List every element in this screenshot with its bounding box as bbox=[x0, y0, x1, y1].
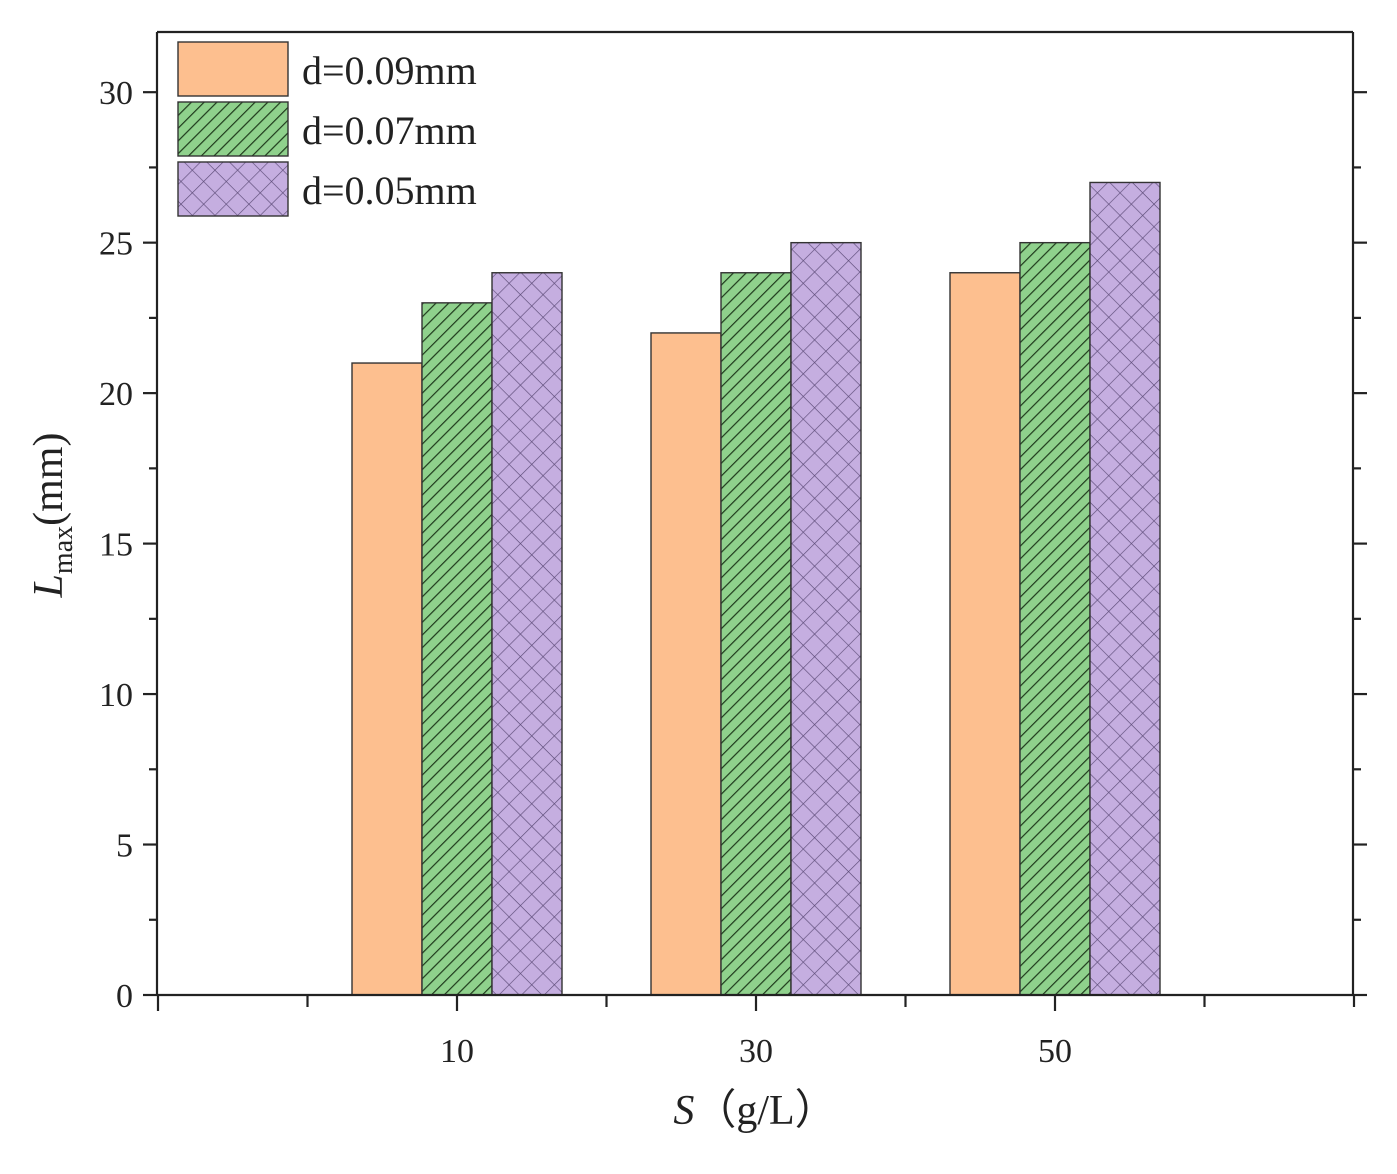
y-axis-label-symbol: L bbox=[26, 574, 72, 598]
y-tick-label: 5 bbox=[116, 828, 133, 865]
y-tick-label: 15 bbox=[99, 527, 133, 564]
x-tick-label: 50 bbox=[1038, 1033, 1072, 1070]
legend-swatch-d=0.05mm bbox=[177, 161, 289, 217]
legend: d=0.09mm d=0.07mm d=0.05mm bbox=[177, 41, 477, 217]
y-axis-label-subscript: max bbox=[48, 526, 79, 574]
bar-d=0.05mm-10 bbox=[491, 272, 563, 996]
y-tick-label: 30 bbox=[99, 75, 133, 112]
x-tick-label: 10 bbox=[440, 1033, 474, 1070]
y-tick-label: 20 bbox=[99, 376, 133, 413]
y-tick-label: 10 bbox=[99, 677, 133, 714]
y-axis-label: Lmax(mm) bbox=[26, 433, 79, 599]
bar-d=0.07mm-10 bbox=[421, 302, 493, 996]
bars-layer bbox=[351, 181, 1161, 996]
y-tick-label: 25 bbox=[99, 226, 133, 263]
bar-d=0.09mm-50 bbox=[949, 272, 1021, 996]
legend-label: d=0.09mm bbox=[302, 48, 477, 93]
legend-swatch-d=0.07mm bbox=[177, 101, 289, 157]
bar-d=0.07mm-50 bbox=[1019, 241, 1091, 996]
x-tick-label: 30 bbox=[739, 1033, 773, 1070]
bar-d=0.09mm-10 bbox=[351, 362, 423, 996]
legend-swatch-d=0.09mm bbox=[177, 41, 289, 97]
bar-d=0.05mm-30 bbox=[790, 241, 862, 996]
axes-layer: 0 5 10 15 20 25 30 10 30 50 bbox=[99, 30, 1367, 1070]
x-axis-label: S（g/L） bbox=[673, 1088, 836, 1134]
legend-label: d=0.05mm bbox=[302, 168, 477, 213]
y-tick-label: 0 bbox=[116, 978, 133, 1015]
legend-label: d=0.07mm bbox=[302, 108, 477, 153]
x-axis-label-unit: （g/L） bbox=[694, 1088, 836, 1134]
x-axis-label-symbol: S bbox=[673, 1088, 694, 1134]
bar-d=0.07mm-30 bbox=[720, 272, 792, 996]
y-axis-label-unit: (mm) bbox=[26, 433, 72, 526]
bar-d=0.05mm-50 bbox=[1089, 181, 1161, 996]
bar-d=0.09mm-30 bbox=[650, 332, 722, 996]
